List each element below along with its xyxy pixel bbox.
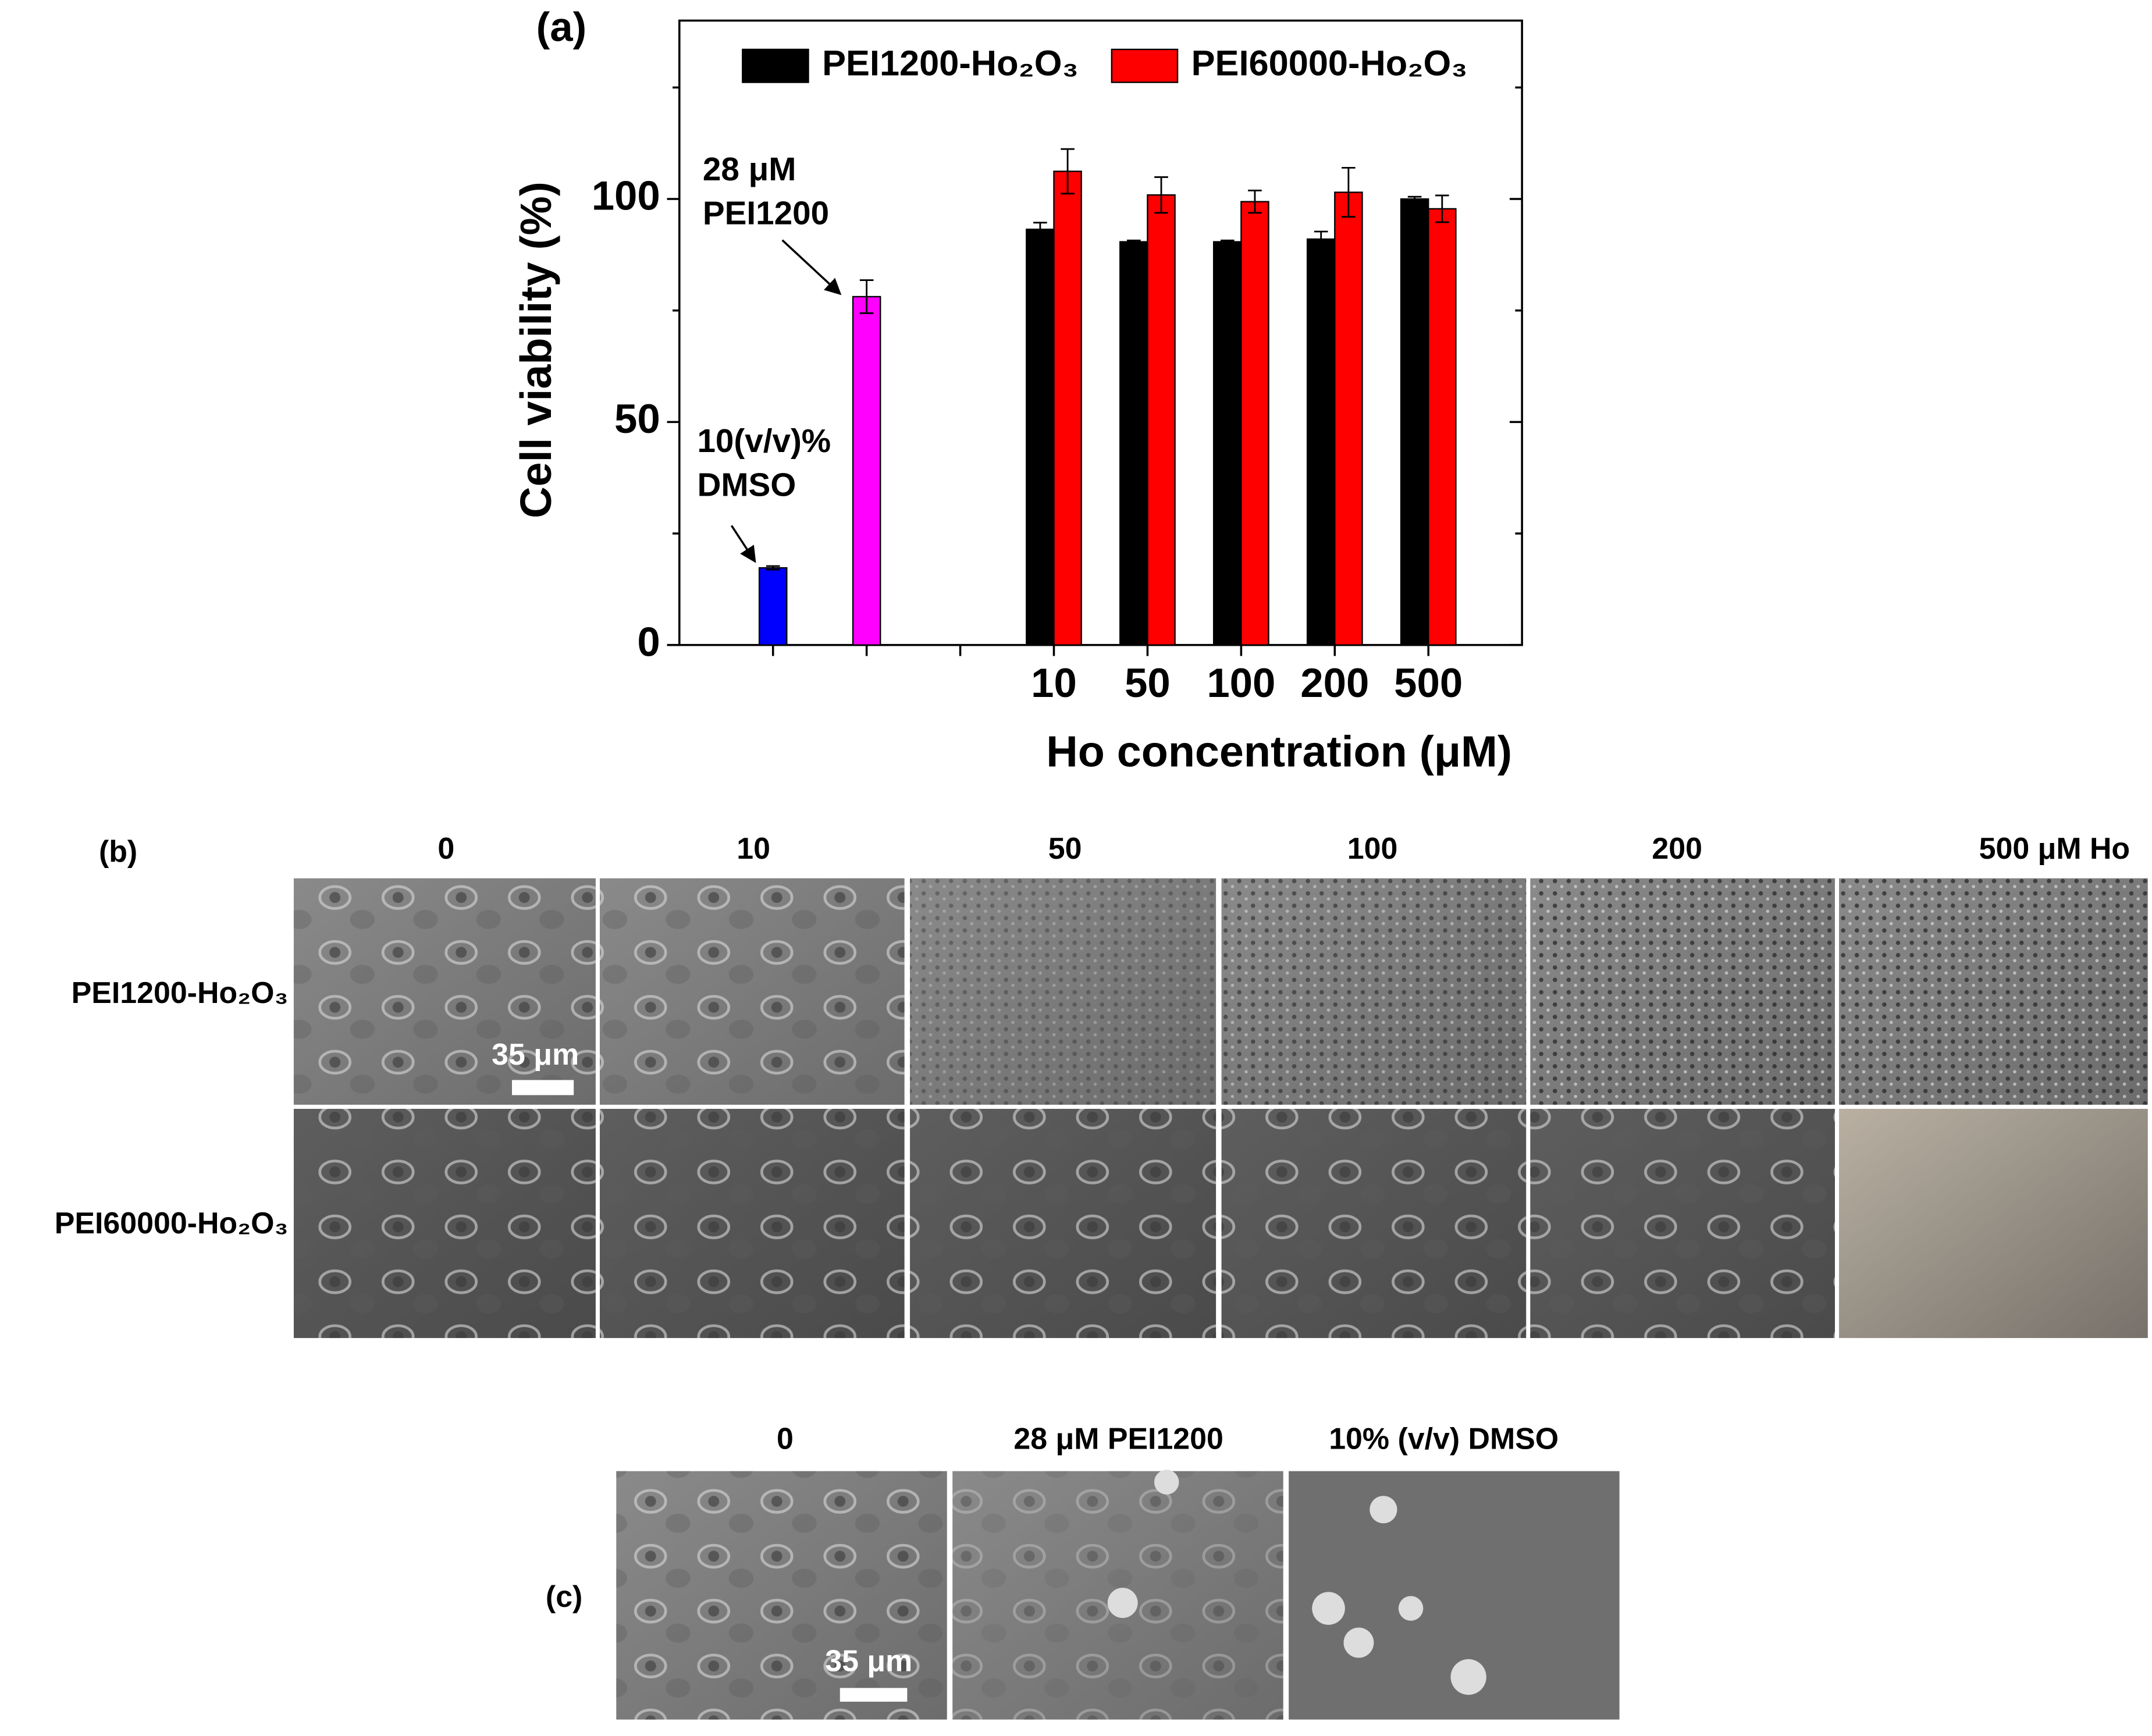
annotation: 28 μM — [703, 151, 796, 187]
bar — [1119, 241, 1148, 646]
x-tick-label: 10 — [1031, 660, 1077, 706]
bar — [1053, 170, 1082, 646]
bar — [1400, 198, 1429, 646]
bar — [1428, 208, 1457, 646]
column-label: 200 — [1652, 831, 1702, 865]
error-bar — [1342, 166, 1356, 218]
column-label: 0 — [437, 831, 454, 865]
error-bar — [1033, 222, 1047, 237]
chart: (a) Ho concentration (μM) Cell viability… — [511, 4, 1523, 775]
error-bar — [766, 565, 780, 571]
y-axis-title: Cell viability (%) — [511, 182, 560, 518]
annotation: 10(v/v)% — [697, 422, 831, 459]
error-bar — [1435, 194, 1449, 223]
arrow — [730, 525, 756, 563]
legend-swatch — [1111, 48, 1179, 83]
error-bar — [1061, 148, 1075, 195]
panel-label: (c) — [546, 1580, 582, 1613]
arrow — [781, 239, 842, 296]
plot-frame — [678, 19, 1523, 646]
bar — [1334, 191, 1363, 646]
column-label: 50 — [1048, 831, 1082, 865]
bar — [852, 296, 881, 646]
error-bar — [1220, 239, 1235, 244]
legend-label: PEI1200-Ho₂O₃ — [822, 42, 1079, 83]
row-label: PEI1200-Ho₂O₃ — [72, 976, 289, 1009]
annotation: PEI1200 — [703, 194, 829, 231]
column-label: 0 — [777, 1422, 794, 1456]
bar — [1212, 241, 1242, 646]
scale-bar — [840, 1688, 908, 1702]
column-label: 10 — [737, 831, 770, 865]
scale-bar — [511, 1080, 574, 1095]
bar — [1306, 238, 1336, 646]
bar — [1240, 201, 1269, 646]
column-label: 28 μM PEI1200 — [1013, 1422, 1223, 1456]
x-axis-title: Ho concentration (μM) — [1046, 727, 1512, 775]
y-tick-label: 0 — [637, 618, 660, 664]
error-bar — [1314, 230, 1328, 248]
column-label: 10% (v/v) DMSO — [1329, 1422, 1559, 1456]
x-tick-label: 50 — [1125, 660, 1171, 706]
error-bar — [1127, 239, 1141, 244]
annotation: DMSO — [697, 466, 796, 503]
bar — [758, 567, 788, 646]
panel-label: (a) — [536, 4, 586, 50]
column-label: 100 — [1347, 831, 1398, 865]
x-tick-label: 500 — [1394, 660, 1463, 706]
x-tick-label: 100 — [1207, 660, 1275, 706]
legend-label: PEI60000-Ho₂O₃ — [1191, 42, 1468, 83]
column-label: 500 μM Ho — [1979, 831, 2130, 865]
error-bar — [1407, 195, 1422, 202]
error-bar — [1154, 176, 1168, 214]
error-bar — [1248, 190, 1262, 214]
panel-label: (b) — [99, 834, 137, 868]
row-label: PEI60000-Ho₂O₃ — [55, 1206, 289, 1240]
micrographs-c — [616, 1470, 1620, 1720]
y-tick-label: 50 — [614, 396, 660, 442]
error-bar — [859, 279, 874, 314]
micrographs-b — [293, 878, 2148, 1338]
bar — [1147, 194, 1176, 646]
legend-swatch — [742, 48, 809, 83]
scale-bar-label: 35 μm — [825, 1644, 912, 1678]
bar — [1026, 228, 1055, 646]
scale-bar-label: 35 μm — [492, 1037, 579, 1071]
y-tick-label: 100 — [592, 173, 660, 219]
x-tick-label: 200 — [1300, 660, 1369, 706]
